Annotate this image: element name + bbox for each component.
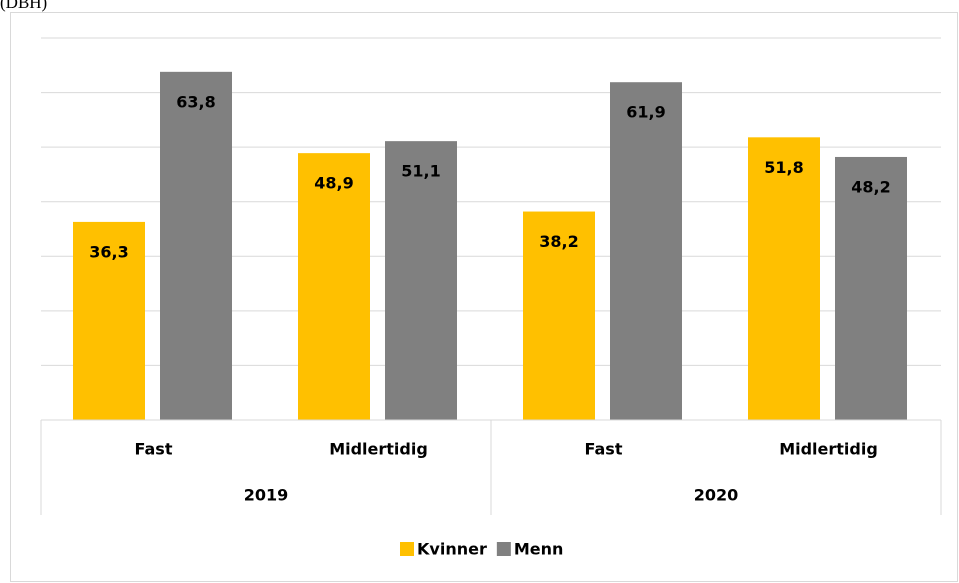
bar: [523, 211, 595, 420]
bar: [73, 221, 145, 420]
bar: [610, 82, 682, 421]
x-tick-label: Midlertidig: [779, 440, 878, 459]
group-label: 2020: [694, 486, 739, 505]
bar: [298, 153, 370, 420]
legend-swatch: [496, 542, 511, 556]
legend-label: Menn: [514, 540, 564, 559]
bar: [160, 71, 232, 420]
data-label: 36,3: [89, 242, 128, 261]
bar: [748, 137, 820, 420]
bar: [385, 141, 457, 420]
bar: [835, 156, 907, 421]
data-label: 48,9: [314, 174, 353, 193]
data-label: 48,2: [851, 177, 890, 196]
data-label: 51,1: [401, 162, 440, 181]
data-label: 51,8: [764, 158, 803, 177]
data-label: 61,9: [626, 103, 665, 122]
legend-swatch: [400, 542, 414, 556]
data-label: 38,2: [539, 232, 578, 251]
x-tick-label: Midlertidig: [329, 440, 428, 459]
x-tick-label: Fast: [585, 440, 623, 459]
x-tick-label: Fast: [135, 440, 173, 459]
group-label: 2019: [244, 486, 289, 505]
data-label: 63,8: [176, 92, 215, 111]
source-note: (DBH): [0, 0, 47, 12]
legend-label: Kvinner: [417, 540, 487, 559]
